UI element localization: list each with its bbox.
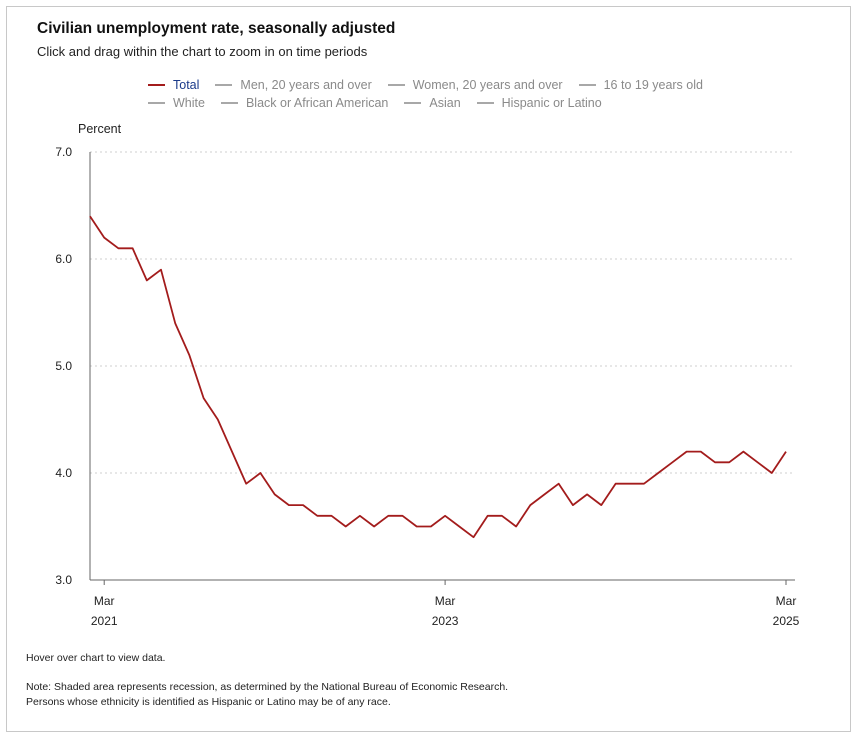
legend-swatch xyxy=(148,102,165,104)
data-point xyxy=(499,513,505,519)
data-point xyxy=(627,481,633,487)
legend-row-2: White Black or African American Asian Hispa… xyxy=(148,96,618,110)
legend-swatch xyxy=(387,84,405,86)
data-point xyxy=(158,267,164,273)
data-point xyxy=(783,449,789,455)
legend-item-black-or-african-american[interactable]: Black or African American xyxy=(220,96,389,110)
data-point xyxy=(527,502,533,508)
x-tick-month: Mar xyxy=(435,594,456,608)
data-point xyxy=(385,513,391,519)
legend-item-total[interactable]: Total xyxy=(148,78,199,92)
data-point xyxy=(186,352,192,358)
legend-row-1: Total Men, 20 years and over Women, 20 yea… xyxy=(148,78,719,92)
legend-item-hispanic-or-latino[interactable]: Hispanic or Latino xyxy=(476,96,602,110)
y-tick-label: 6.0 xyxy=(55,252,72,266)
data-point xyxy=(343,524,349,530)
data-point xyxy=(769,470,775,476)
data-point xyxy=(201,395,207,401)
legend-swatch xyxy=(476,102,494,104)
data-point xyxy=(684,449,690,455)
data-point xyxy=(726,459,732,465)
data-point xyxy=(513,524,519,530)
legend-label: Women, 20 years and over xyxy=(412,78,563,92)
legend-item-asian[interactable]: Asian xyxy=(404,96,461,110)
legend-label: Hispanic or Latino xyxy=(501,96,602,110)
data-point xyxy=(215,417,221,423)
data-point xyxy=(357,513,363,519)
data-point xyxy=(740,449,746,455)
data-point xyxy=(130,245,136,251)
data-point xyxy=(229,449,235,455)
data-point xyxy=(243,481,249,487)
y-axis-label: Percent xyxy=(78,122,122,136)
data-point xyxy=(144,277,150,283)
data-point xyxy=(300,502,306,508)
chart-title: Civilian unemployment rate, seasonally a… xyxy=(37,20,396,37)
legend-item-16-to-19-years-old[interactable]: 16 to 19 years old xyxy=(578,78,703,92)
data-point xyxy=(314,513,320,519)
x-tick-month: Mar xyxy=(776,594,797,608)
data-point xyxy=(712,459,718,465)
data-point xyxy=(286,502,292,508)
data-point xyxy=(172,320,178,326)
data-point xyxy=(87,213,93,219)
chart-panel xyxy=(6,6,851,732)
legend-swatch xyxy=(215,84,233,86)
data-point xyxy=(698,449,704,455)
legend-label: Black or African American xyxy=(245,96,389,110)
legend-swatch xyxy=(148,84,165,86)
legend-label: White xyxy=(173,96,205,110)
x-tick-year: 2023 xyxy=(432,614,459,628)
data-point xyxy=(655,470,661,476)
legend-label: 16 to 19 years old xyxy=(603,78,703,92)
data-point xyxy=(400,513,406,519)
data-point xyxy=(542,491,548,497)
data-point xyxy=(570,502,576,508)
data-point xyxy=(257,470,263,476)
data-point xyxy=(613,481,619,487)
y-tick-label: 5.0 xyxy=(55,359,72,373)
data-point xyxy=(428,524,434,530)
data-point xyxy=(669,459,675,465)
data-point xyxy=(329,513,335,519)
data-point xyxy=(755,459,761,465)
legend-label: Total xyxy=(173,78,200,92)
legend-label: Asian xyxy=(429,96,461,110)
recession-note: Note: Shaded area represents recession, … xyxy=(26,681,509,693)
data-point xyxy=(371,524,377,530)
y-tick-label: 4.0 xyxy=(55,466,72,480)
legend-item-white[interactable]: White xyxy=(148,96,205,110)
data-point xyxy=(115,245,121,251)
data-point xyxy=(641,481,647,487)
x-tick-year: 2021 xyxy=(91,614,118,628)
data-point xyxy=(414,524,420,530)
legend-item-men-20-years-and-over[interactable]: Men, 20 years and over xyxy=(215,78,372,92)
legend-swatch xyxy=(404,102,422,104)
legend-label: Men, 20 years and over xyxy=(240,78,372,92)
data-point xyxy=(584,491,590,497)
x-tick-year: 2025 xyxy=(773,614,800,628)
data-point xyxy=(101,235,107,241)
data-point xyxy=(471,534,477,540)
data-point xyxy=(598,502,604,508)
data-point xyxy=(556,481,562,487)
chart-subtitle: Click and drag within the chart to zoom … xyxy=(37,44,368,59)
legend-swatch xyxy=(220,102,238,104)
data-point xyxy=(485,513,491,519)
y-tick-label: 7.0 xyxy=(55,145,72,159)
legend-swatch xyxy=(578,84,596,86)
ethnicity-note: Persons whose ethnicity is identified as… xyxy=(26,696,391,708)
data-point xyxy=(272,491,278,497)
series-line-total xyxy=(89,215,787,539)
x-tick-month: Mar xyxy=(94,594,115,608)
legend-item-women-20-years-and-over[interactable]: Women, 20 years and over xyxy=(387,78,563,92)
hover-note: Hover over chart to view data. xyxy=(26,652,166,664)
data-point xyxy=(456,524,462,530)
y-tick-label: 3.0 xyxy=(55,573,72,587)
data-point xyxy=(442,513,448,519)
